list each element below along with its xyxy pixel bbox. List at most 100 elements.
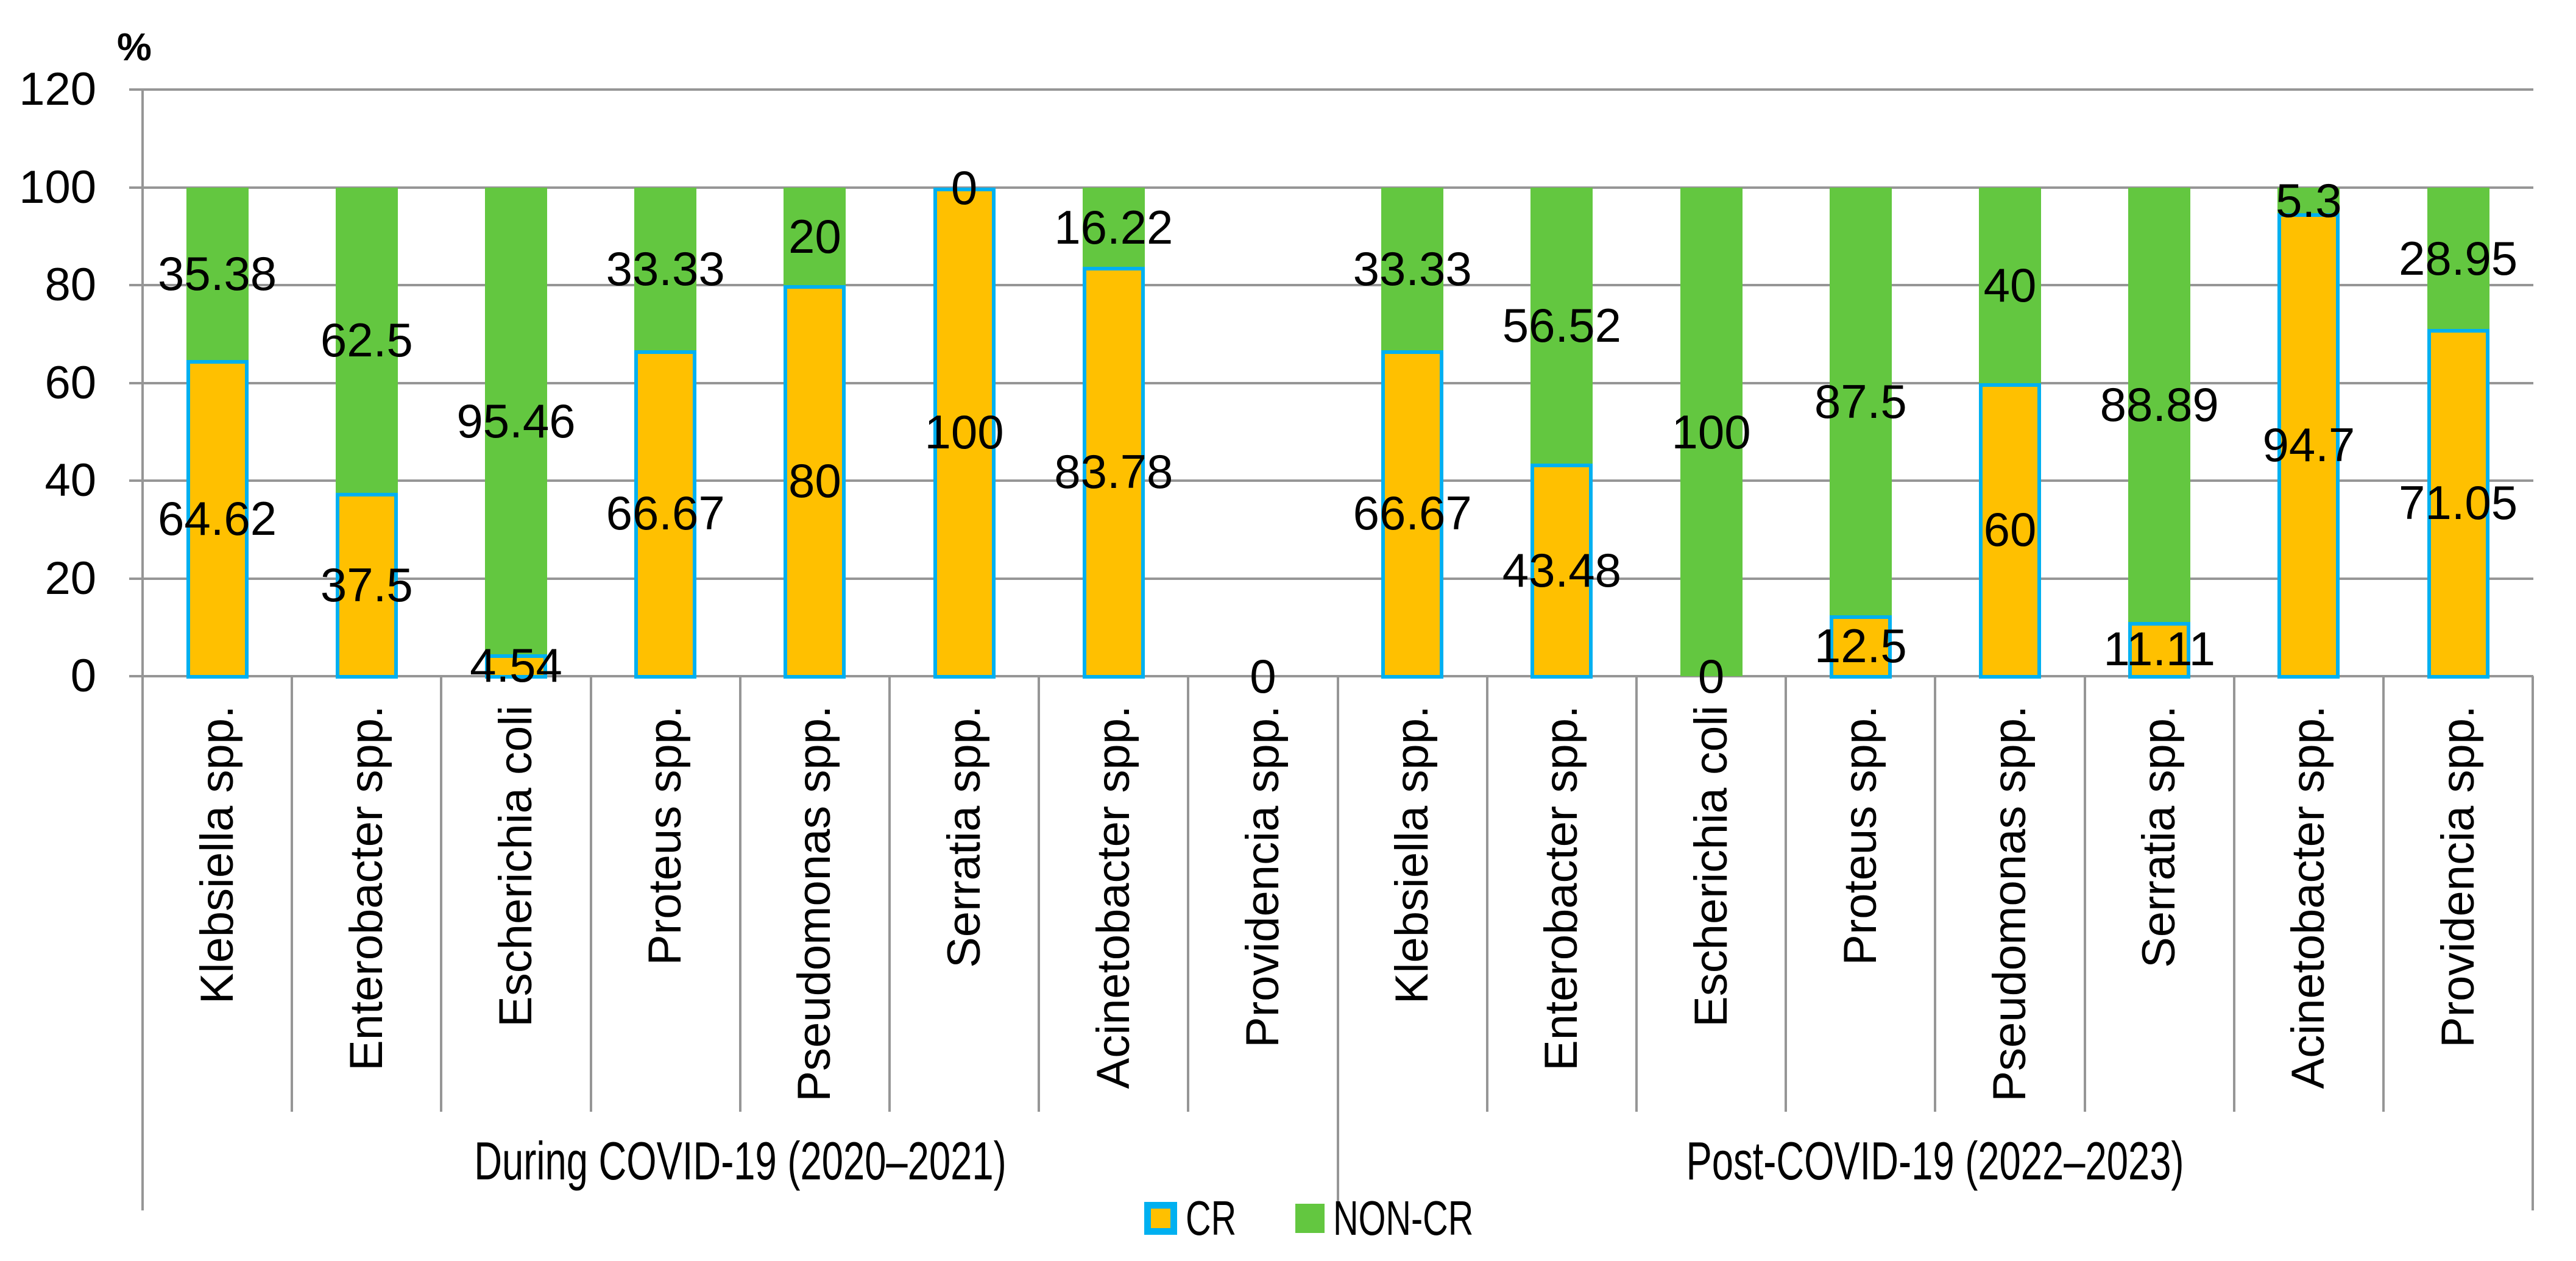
data-label-cr: 4.54 [470, 638, 562, 692]
category-divider-line [888, 676, 891, 1112]
category-label: Pseudomonas spp. [788, 705, 841, 1102]
legend-swatch-noncr-icon [1295, 1204, 1325, 1233]
gridline [129, 675, 2533, 677]
data-label-noncr: 88.89 [2100, 378, 2219, 432]
bar-segment-cr [2128, 621, 2191, 679]
category-label: Klebsiella spp. [1386, 705, 1438, 1005]
bar-segment-noncr [1082, 187, 1145, 267]
y-tick-label: 20 [44, 552, 96, 604]
y-tick-label: 60 [44, 356, 96, 409]
category-label: Klebsiella spp. [191, 705, 243, 1005]
group-label-during-covid: During COVID-19 (2020–2021) [474, 1131, 1007, 1191]
bar-segment-cr [2427, 328, 2489, 679]
gridline [129, 381, 2533, 384]
bar-segment-noncr [1680, 187, 1743, 676]
data-label-cr: 66.67 [606, 486, 725, 540]
data-label-cr: 37.5 [320, 557, 413, 612]
data-label-cr: 11.11 [2103, 622, 2215, 676]
data-label-noncr: 62.5 [320, 313, 413, 367]
y-tick-label: 120 [19, 63, 96, 115]
data-label-noncr: 40 [1983, 258, 2037, 312]
category-divider-line [1187, 676, 1189, 1112]
group-divider-line [1337, 676, 1339, 1210]
gridline [129, 577, 2533, 580]
data-label-cr: 12.5 [1814, 618, 1907, 673]
data-label-noncr: 35.38 [157, 247, 277, 301]
data-label-cr: 71.05 [2398, 475, 2518, 529]
gridline [129, 186, 2533, 189]
bar-segment-noncr [1829, 187, 1892, 615]
data-label-noncr: 95.46 [456, 394, 576, 448]
bar-segment-noncr [1381, 187, 1444, 350]
category-divider-line [2233, 676, 2235, 1112]
data-label-noncr: 0 [950, 160, 978, 214]
bar-segment-cr [335, 493, 398, 679]
legend-label-noncr: NON-CR [1332, 1191, 1473, 1245]
group-divider-line [2532, 676, 2534, 1210]
category-label: Acinetobacter spp. [2282, 705, 2335, 1089]
bar-segment-noncr [634, 187, 697, 350]
bar-segment-cr [784, 285, 846, 679]
legend-item-noncr: NON-CR [1295, 1194, 1528, 1243]
group-label-post-covid: Post-COVID-19 (2022–2023) [1686, 1131, 2184, 1191]
category-label: Providencia spp. [1237, 705, 1289, 1048]
data-label-noncr: 100 [1671, 404, 1751, 459]
category-divider-line [1635, 676, 1638, 1112]
bar-segment-cr [1530, 464, 1593, 679]
y-axis-unit-label: % [117, 25, 152, 69]
category-label: Serratia spp. [2133, 705, 2185, 968]
bar-segment-cr [1381, 350, 1444, 679]
category-divider-line [291, 676, 293, 1112]
category-label: Acinetobacter spp. [1087, 705, 1139, 1089]
data-label-noncr: 16.22 [1054, 200, 1173, 254]
y-tick-label: 80 [44, 259, 96, 311]
gridline [129, 88, 2533, 91]
bar-segment-noncr [335, 187, 398, 493]
bar-segment-noncr [1530, 187, 1593, 464]
legend-swatch-cr-icon [1144, 1202, 1177, 1235]
category-divider-line [1934, 676, 1936, 1112]
data-label-cr: 0 [1250, 649, 1276, 703]
y-axis-line [141, 88, 144, 1210]
bar-segment-noncr [1979, 187, 2041, 383]
data-label-cr: 60 [1983, 503, 2037, 557]
category-label: Providencia spp. [2432, 705, 2484, 1048]
category-label: Proteus spp. [1834, 705, 1886, 966]
y-tick-label: 100 [19, 161, 96, 213]
data-label-cr: 100 [924, 404, 1004, 459]
bar-segment-noncr [186, 187, 249, 361]
bar-segment-noncr [2128, 187, 2191, 622]
data-label-noncr: 87.5 [1814, 374, 1907, 428]
bar-segment-noncr [2277, 187, 2340, 214]
bar-segment-cr [186, 360, 249, 679]
data-label-cr: 66.67 [1353, 486, 1472, 540]
category-label: Enterobacter spp. [340, 705, 392, 1071]
bar-segment-cr [2277, 213, 2340, 679]
legend-item-cr: CR [1144, 1194, 1256, 1243]
category-label: Escherichia coli [1685, 705, 1737, 1027]
data-label-noncr: 20 [788, 209, 841, 263]
bar-segment-noncr [485, 187, 547, 654]
y-tick-label: 0 [70, 650, 96, 702]
bar-segment-cr [634, 350, 697, 679]
category-label: Enterobacter spp. [1535, 705, 1588, 1071]
gridline [129, 284, 2533, 286]
legend-label-cr: CR [1186, 1191, 1237, 1245]
data-label-cr: 83.78 [1054, 444, 1173, 498]
data-label-noncr: 28.95 [2398, 231, 2518, 285]
gridline [129, 479, 2533, 482]
category-divider-line [2382, 676, 2385, 1112]
category-divider-line [1785, 676, 1787, 1112]
bar-segment-noncr [784, 187, 846, 285]
data-label-cr: 0 [1697, 649, 1725, 703]
category-label: Pseudomonas spp. [1984, 705, 2036, 1102]
category-divider-line [2084, 676, 2086, 1112]
data-label-cr: 43.48 [1502, 543, 1621, 597]
data-label-cr: 64.62 [157, 491, 277, 545]
y-tick-label: 40 [44, 454, 96, 506]
